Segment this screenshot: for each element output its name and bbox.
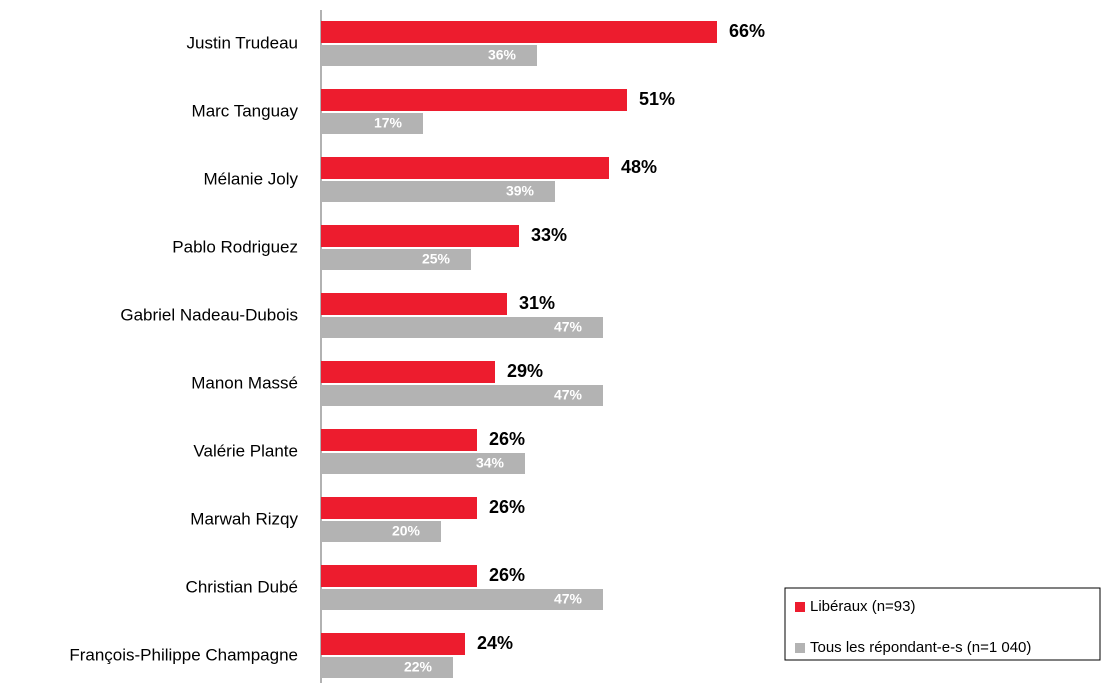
legend-box	[784, 587, 1101, 661]
bar	[321, 293, 507, 315]
bar	[321, 429, 477, 451]
legend-label: Libéraux (n=93)	[810, 598, 915, 615]
value-label: 47%	[554, 387, 583, 403]
bar	[321, 249, 471, 270]
category-label: Gabriel Nadeau-Dubois	[120, 305, 298, 324]
value-label: 31%	[519, 293, 555, 313]
bar	[321, 45, 537, 66]
value-label: 66%	[729, 21, 765, 41]
bar	[321, 157, 609, 179]
bar	[321, 521, 441, 542]
bar	[321, 317, 603, 338]
bar	[321, 89, 627, 111]
value-label: 39%	[506, 183, 535, 199]
value-label: 34%	[476, 455, 505, 471]
bar	[321, 361, 495, 383]
value-label: 36%	[488, 47, 517, 63]
legend-label: Tous les répondant-e-s (n=1 040)	[810, 639, 1031, 656]
bar	[321, 21, 717, 43]
value-label: 51%	[639, 89, 675, 109]
value-label: 22%	[404, 659, 433, 675]
category-label: Valérie Plante	[193, 441, 298, 460]
bar	[321, 657, 453, 678]
legend-swatch	[795, 602, 805, 612]
value-label: 29%	[507, 361, 543, 381]
value-label: 25%	[422, 251, 451, 267]
bar	[321, 633, 465, 655]
bar	[321, 453, 525, 474]
value-label: 26%	[489, 565, 525, 585]
category-label: Christian Dubé	[186, 577, 298, 596]
bar	[321, 385, 603, 406]
bar	[321, 565, 477, 587]
legend-swatch	[795, 643, 805, 653]
value-label: 17%	[374, 115, 403, 131]
category-label: Justin Trudeau	[186, 33, 298, 52]
category-label: Manon Massé	[191, 373, 298, 392]
value-label: 20%	[392, 523, 421, 539]
value-label: 33%	[531, 225, 567, 245]
value-label: 24%	[477, 633, 513, 653]
value-label: 26%	[489, 497, 525, 517]
category-label: Mélanie Joly	[204, 169, 299, 188]
value-label: 47%	[554, 319, 583, 335]
category-label: François-Philippe Champagne	[69, 645, 298, 664]
category-label: Marwah Rizqy	[190, 509, 298, 528]
bar	[321, 181, 555, 202]
value-label: 26%	[489, 429, 525, 449]
bar	[321, 589, 603, 610]
bar	[321, 113, 423, 134]
bar	[321, 497, 477, 519]
bar	[321, 225, 519, 247]
value-label: 48%	[621, 157, 657, 177]
value-label: 47%	[554, 591, 583, 607]
category-label: Marc Tanguay	[192, 101, 299, 120]
category-label: Pablo Rodriguez	[172, 237, 298, 256]
